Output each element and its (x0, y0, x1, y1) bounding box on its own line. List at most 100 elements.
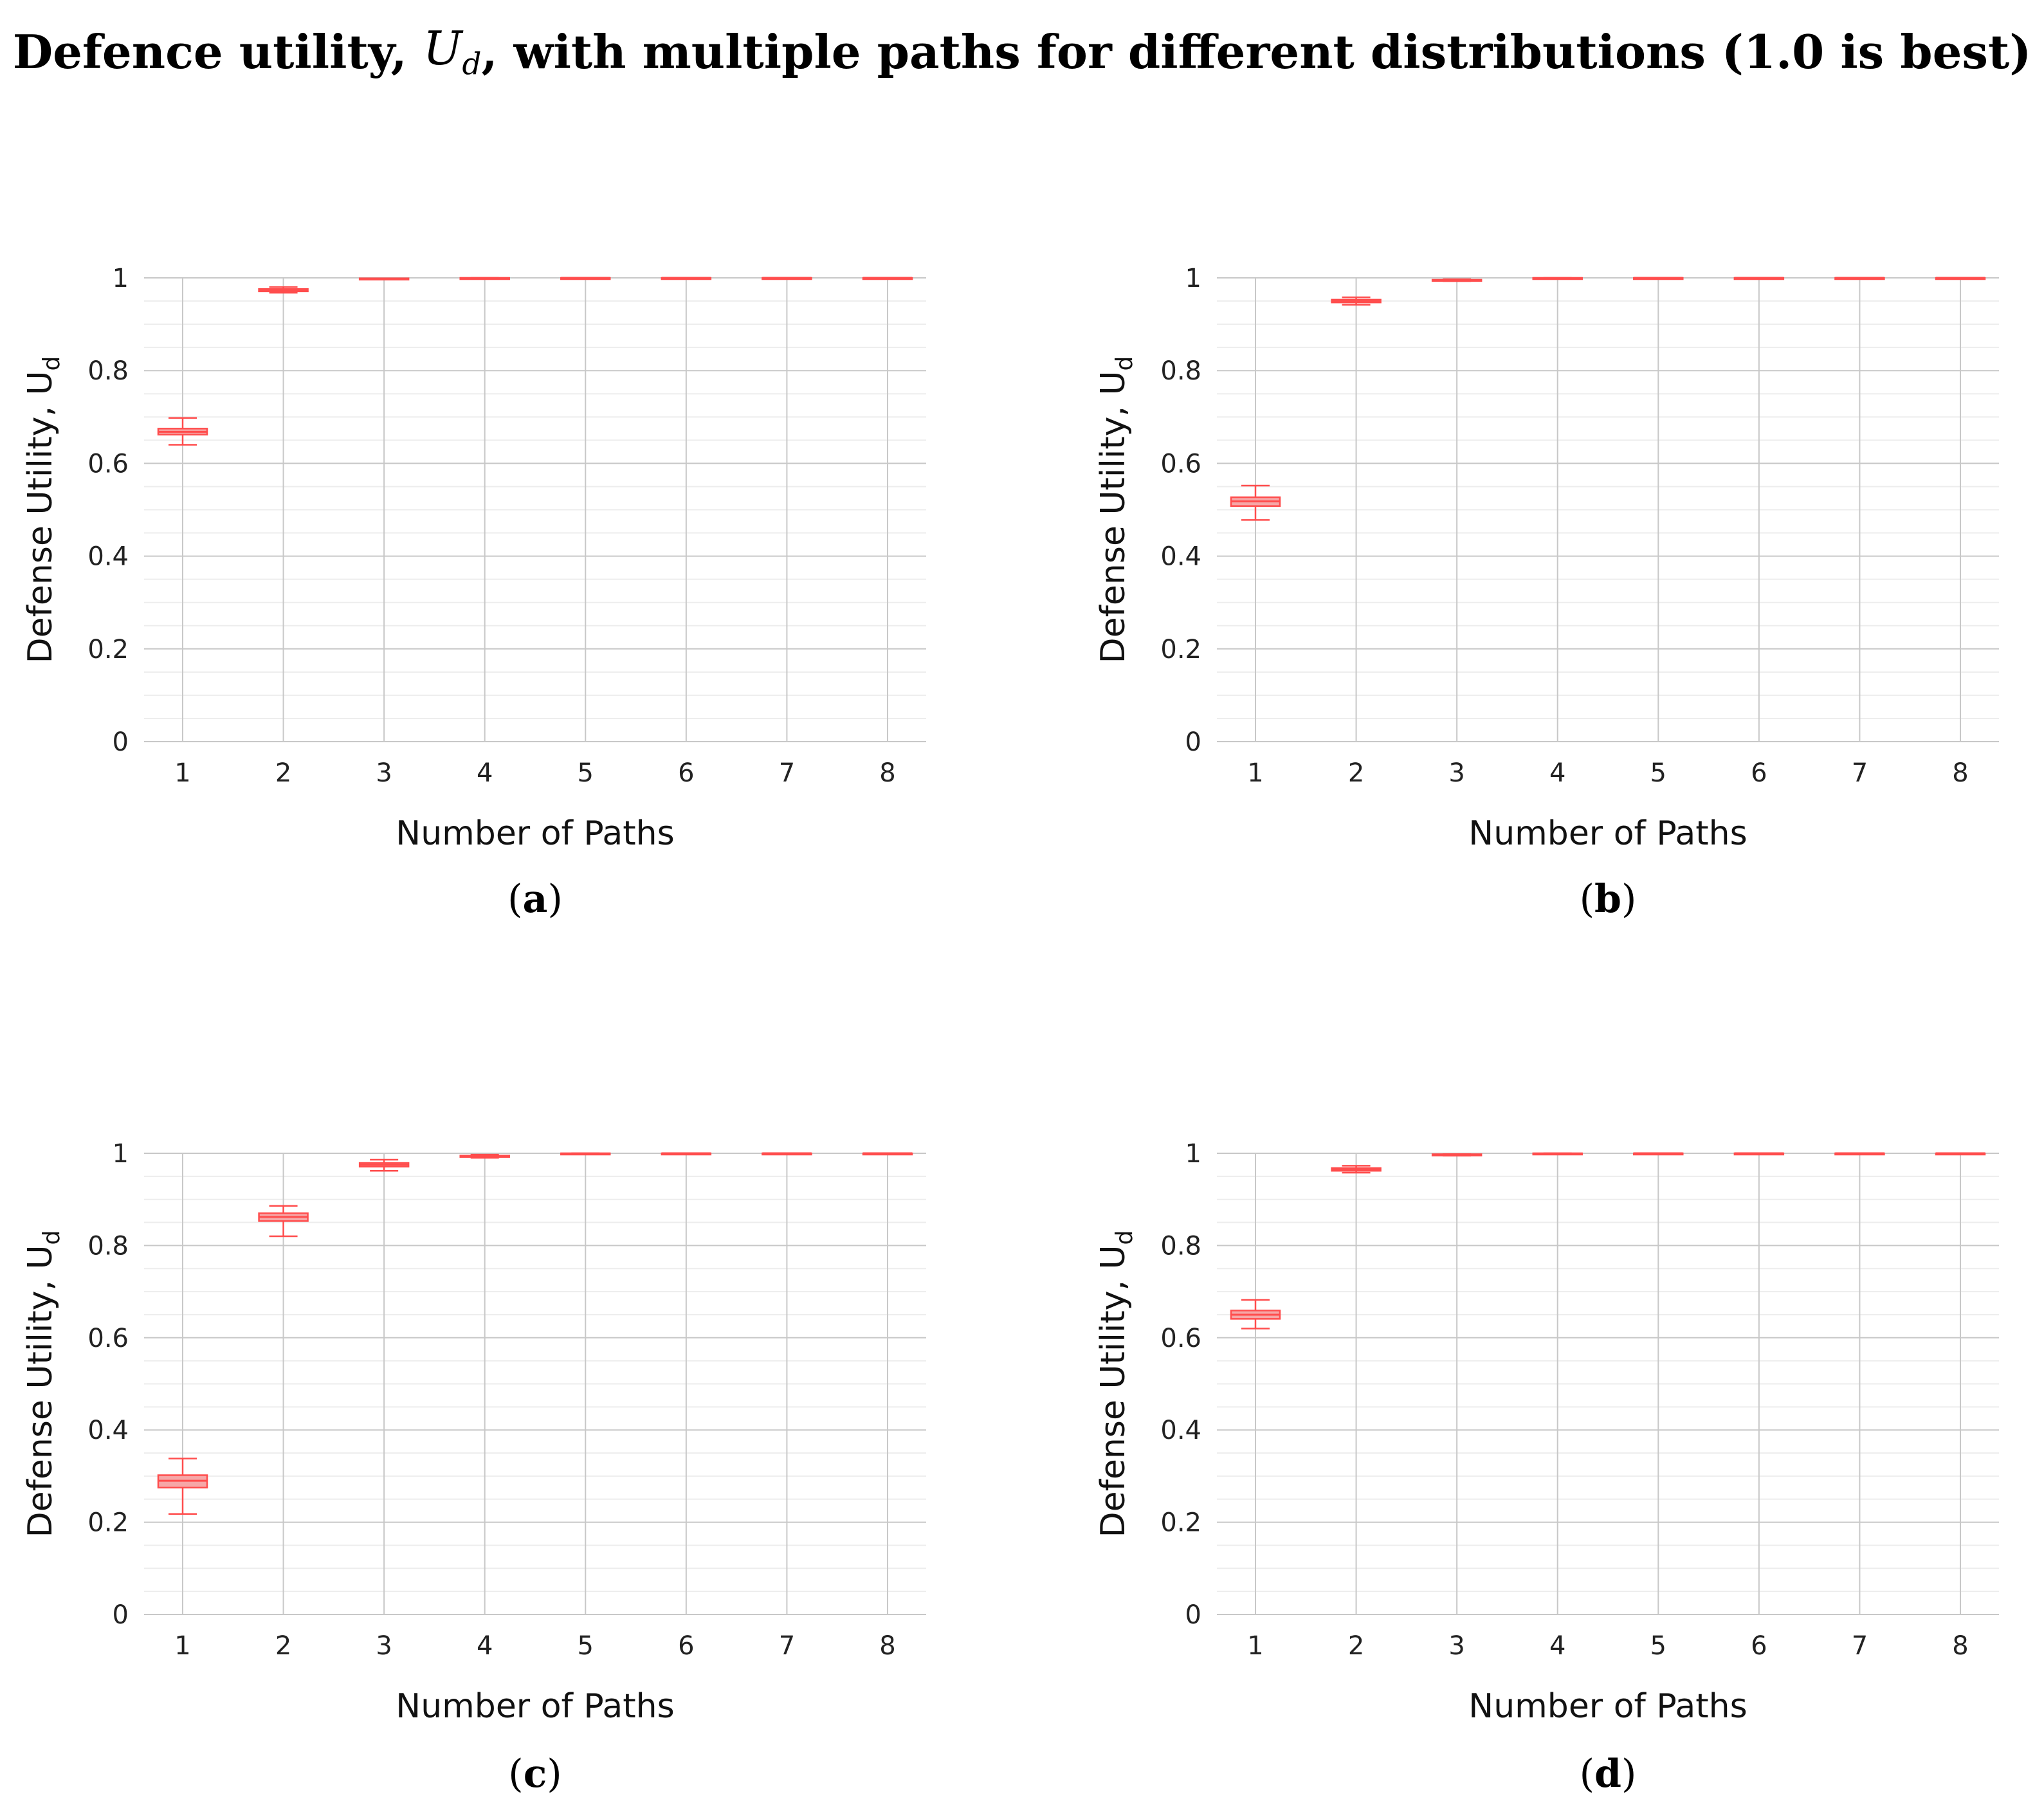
y-tick-label: 0.2 (87, 1508, 129, 1538)
x-tick-label: 6 (678, 1631, 694, 1661)
y-axis-label: Defense Utility, Ud (1094, 1230, 1138, 1538)
box-8 (1935, 1152, 1986, 1156)
subplot-c: 0 0.2 0.4 0.6 0.8 1 1 2 3 4 5 6 7 8 Number of Paths Def… (21, 1139, 926, 1796)
box-8 (862, 1152, 913, 1156)
y-tick-label: 0.2 (1160, 1508, 1201, 1538)
x-tick-label: 4 (477, 758, 493, 788)
y-tick-label: 0.8 (87, 1231, 129, 1261)
box-8 (1935, 277, 1986, 280)
box-8 (862, 277, 913, 280)
y-tick-label: 0.2 (1160, 635, 1201, 664)
x-tick-label: 1 (1247, 1631, 1263, 1661)
y-tick-label: 0 (113, 727, 129, 757)
box-5 (1633, 277, 1684, 280)
y-tick-label: 0 (1185, 1600, 1201, 1630)
x-tick-label: 7 (779, 1631, 795, 1661)
box-6 (661, 277, 712, 280)
subplot-a: 0 0.2 0.4 0.6 0.8 1 1 2 3 4 5 6 7 8 Number of Paths Def… (21, 264, 926, 922)
box-2 (258, 1205, 309, 1238)
subplot-b: 0 0.2 0.4 0.6 0.8 1 1 2 3 4 5 6 7 8 Number of Paths Def… (1094, 264, 1999, 922)
x-axis-label: Number of Paths (1468, 1687, 1747, 1726)
x-tick-label: 2 (275, 1631, 291, 1661)
y-tick-label: 1 (113, 1139, 129, 1169)
box-6 (661, 1152, 712, 1156)
x-axis-label: Number of Paths (396, 814, 674, 853)
box-3 (1431, 1153, 1483, 1156)
x-tick-label: 2 (275, 758, 291, 788)
x-tick-label: 4 (1549, 758, 1565, 788)
y-tick-label: 0.4 (87, 542, 129, 572)
box-3 (1431, 278, 1483, 282)
box-2 (1331, 297, 1382, 306)
box-7 (762, 1152, 812, 1156)
y-tick-label: 0.8 (1160, 356, 1201, 386)
box-1 (157, 1458, 208, 1515)
y-tick-label: 0.6 (87, 449, 129, 479)
box-2 (1331, 1165, 1382, 1174)
box-6 (1733, 277, 1785, 280)
subplot-d: 0 0.2 0.4 0.6 0.8 1 1 2 3 4 5 6 7 8 Number of Paths Def… (1094, 1139, 1999, 1796)
x-tick-label: 7 (1852, 1631, 1868, 1661)
y-tick-label: 0.8 (87, 356, 129, 386)
y-tick-label: 0.4 (1160, 542, 1201, 572)
x-tick-label: 3 (1448, 758, 1465, 788)
x-tick-label: 6 (1751, 758, 1767, 788)
figure-title: Defence utility, Ud, with multiple paths… (0, 13, 2044, 90)
x-tick-label: 3 (376, 758, 392, 788)
x-tick-label: 1 (1247, 758, 1263, 788)
x-axis-label: Number of Paths (396, 1687, 674, 1726)
y-axis-label: Defense Utility, Ud (21, 356, 65, 664)
box-3 (358, 277, 410, 280)
x-tick-label: 4 (477, 1631, 493, 1661)
x-tick-label: 2 (1348, 758, 1364, 788)
box-5 (1633, 1152, 1684, 1156)
x-tick-label: 8 (879, 758, 895, 788)
y-tick-label: 0.4 (1160, 1416, 1201, 1445)
box-7 (1834, 277, 1885, 280)
x-tick-label: 8 (1952, 758, 1968, 788)
y-tick-label: 0 (113, 1600, 129, 1630)
y-tick-label: 0.6 (87, 1324, 129, 1353)
y-tick-label: 0.4 (87, 1416, 129, 1445)
x-tick-label: 3 (1448, 1631, 1465, 1661)
x-tick-label: 5 (1650, 758, 1666, 788)
box-5 (560, 277, 611, 280)
box-3 (358, 1158, 410, 1172)
subplot-caption: (d) (1580, 1751, 1637, 1796)
y-axis-label: Defense Utility, Ud (1094, 356, 1138, 664)
x-tick-label: 5 (578, 758, 594, 788)
box-4 (1532, 277, 1583, 280)
box-7 (1834, 1152, 1885, 1156)
box-7 (762, 277, 812, 280)
x-tick-label: 7 (779, 758, 795, 788)
box-4 (459, 277, 510, 280)
x-tick-label: 6 (1751, 1631, 1767, 1661)
x-tick-label: 7 (1852, 758, 1868, 788)
box-1 (1230, 484, 1281, 521)
y-tick-label: 0.8 (1160, 1231, 1201, 1261)
x-tick-label: 8 (1952, 1631, 1968, 1661)
box-4 (1532, 1152, 1583, 1156)
x-tick-label: 1 (174, 758, 190, 788)
box-6 (1733, 1152, 1785, 1156)
x-tick-label: 5 (1650, 1631, 1666, 1661)
x-tick-label: 3 (376, 1631, 392, 1661)
box-5 (560, 1152, 611, 1156)
figure-title-suffix: , with multiple paths for different dist… (481, 24, 2032, 79)
box-2 (258, 286, 309, 294)
x-tick-label: 8 (879, 1631, 895, 1661)
box-1 (157, 417, 208, 446)
figure-title-prefix: Defence utility, (12, 24, 407, 79)
y-tick-label: 0.2 (87, 635, 129, 664)
x-tick-label: 1 (174, 1631, 190, 1661)
y-axis-label: Defense Utility, Ud (21, 1230, 65, 1538)
y-tick-label: 1 (113, 264, 129, 293)
figure-title-symbol: Ud (423, 21, 482, 82)
box-1 (1230, 1299, 1281, 1330)
subplot-caption: (c) (508, 1751, 561, 1796)
y-tick-label: 1 (1185, 264, 1201, 293)
subplot-caption: (a) (507, 877, 563, 922)
x-tick-label: 5 (578, 1631, 594, 1661)
x-tick-label: 4 (1549, 1631, 1565, 1661)
y-tick-label: 0.6 (1160, 449, 1201, 479)
